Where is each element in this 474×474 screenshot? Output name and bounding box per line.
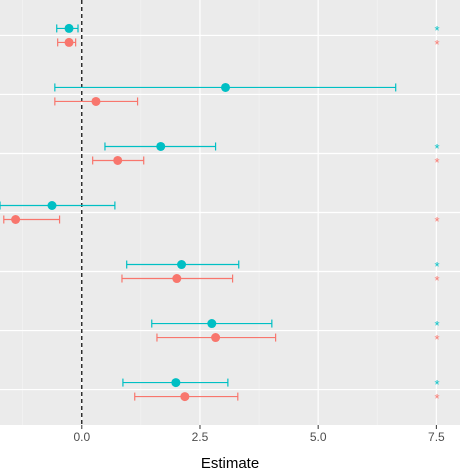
significance-label: * (434, 273, 439, 288)
point (211, 333, 221, 343)
point (113, 155, 123, 165)
significance-label: * (434, 141, 439, 156)
point (207, 319, 217, 329)
significance-label: * (434, 23, 439, 38)
point (171, 378, 181, 388)
point (177, 260, 187, 270)
significance-label: * (434, 318, 439, 333)
point (221, 82, 231, 92)
x-tick-label: 0.0 (73, 430, 90, 444)
point (47, 201, 57, 210)
x-tick-label: 5.0 (310, 430, 327, 444)
point (156, 141, 166, 151)
point (64, 23, 74, 33)
point (180, 392, 190, 402)
significance-label: * (434, 391, 439, 406)
significance-label: * (434, 377, 439, 392)
x-tick-label: 2.5 (192, 430, 209, 444)
point (91, 96, 101, 106)
significance-label: * (434, 37, 439, 52)
significance-label: * (434, 332, 439, 347)
significance-label: * (434, 259, 439, 274)
significance-label: * (434, 155, 439, 170)
point (11, 215, 21, 224)
point (172, 274, 182, 284)
x-axis-label: Estimate (201, 455, 259, 472)
x-tick-label: 7.5 (428, 430, 445, 444)
significance-label: * (434, 214, 439, 229)
point (64, 37, 74, 47)
